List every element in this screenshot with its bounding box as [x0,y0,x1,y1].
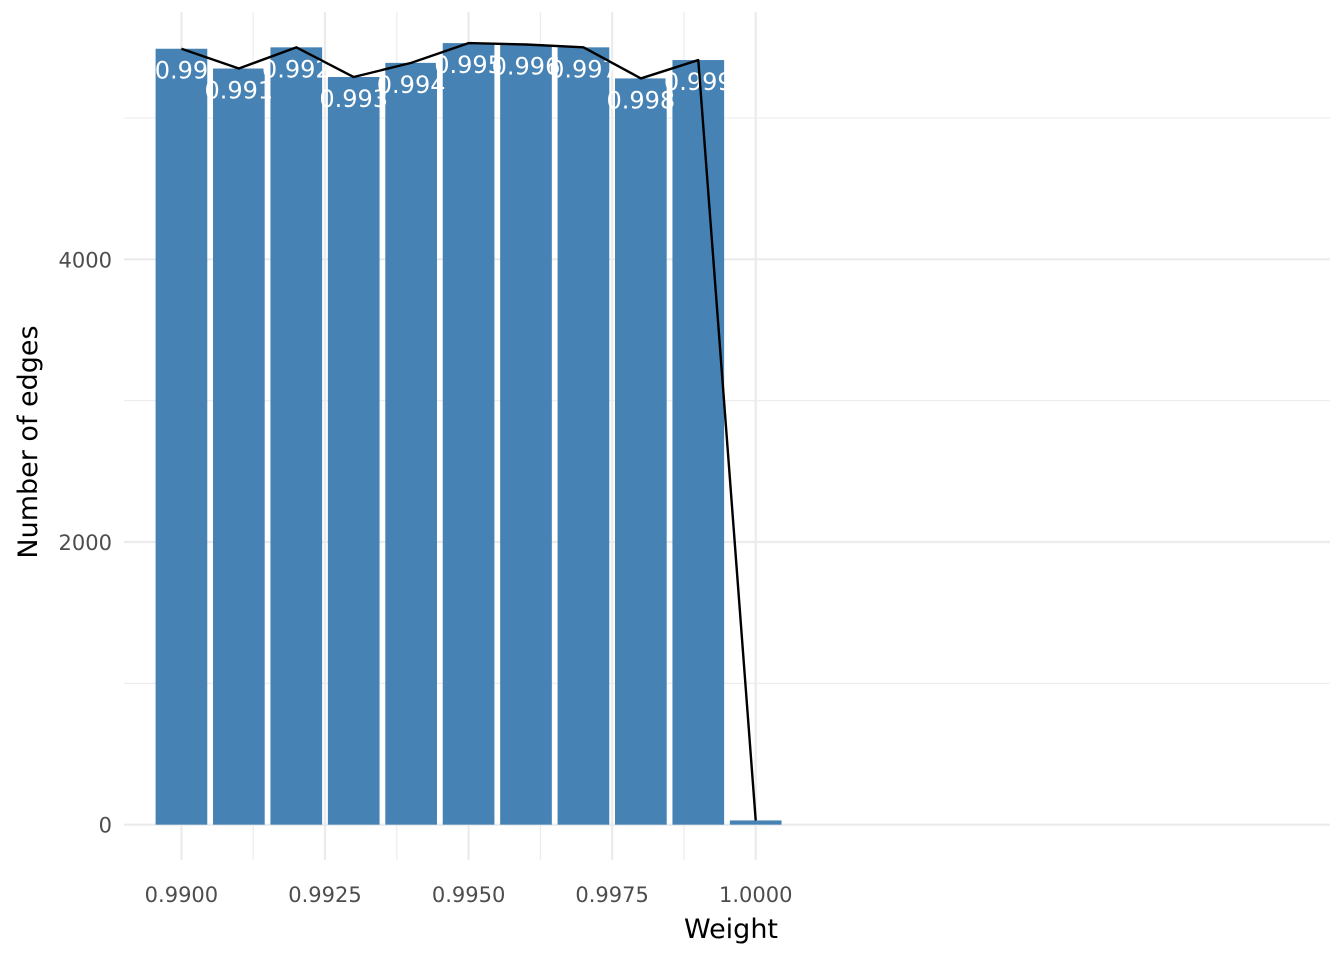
bar [729,820,782,825]
bars [155,43,782,825]
bar [500,44,552,825]
trend-line [181,41,757,821]
axes: 0.9900 0.9925 0.9950 0.9975 1.0000 0 2000 4000 [59,248,793,907]
x-tick-label: 1.0000 [719,883,792,907]
x-tick-label: 0.9950 [432,883,505,907]
bar [672,60,725,825]
bar-label: 0.998 [606,86,675,114]
bar-label: 0.993 [319,85,388,113]
bar-label: 0.996 [492,53,561,81]
x-tick-label: 0.9900 [145,883,218,907]
overlay-line [181,41,757,821]
bar [442,43,495,825]
bar [270,47,323,825]
bar-label: 0.99 [155,57,208,85]
y-axis-title: Number of edges [13,325,44,558]
bar [385,62,437,825]
bar [155,48,208,825]
y-tick-label: 4000 [59,248,112,272]
bar [213,68,265,825]
bar-label: 0.994 [377,71,446,99]
x-tick-label: 0.9975 [575,883,648,907]
x-tick-label: 0.9925 [288,883,361,907]
bar-labels: 0.990.9910.9920.9930.9940.9950.9960.9970… [155,51,733,114]
bar-label: 0.991 [204,77,273,105]
bar [615,78,667,825]
y-tick-label: 0 [99,814,112,838]
bar [327,77,380,825]
bar-label: 0.995 [434,51,503,79]
bar [557,47,610,825]
y-tick-label: 2000 [59,531,112,555]
x-axis-title: Weight [684,914,778,945]
